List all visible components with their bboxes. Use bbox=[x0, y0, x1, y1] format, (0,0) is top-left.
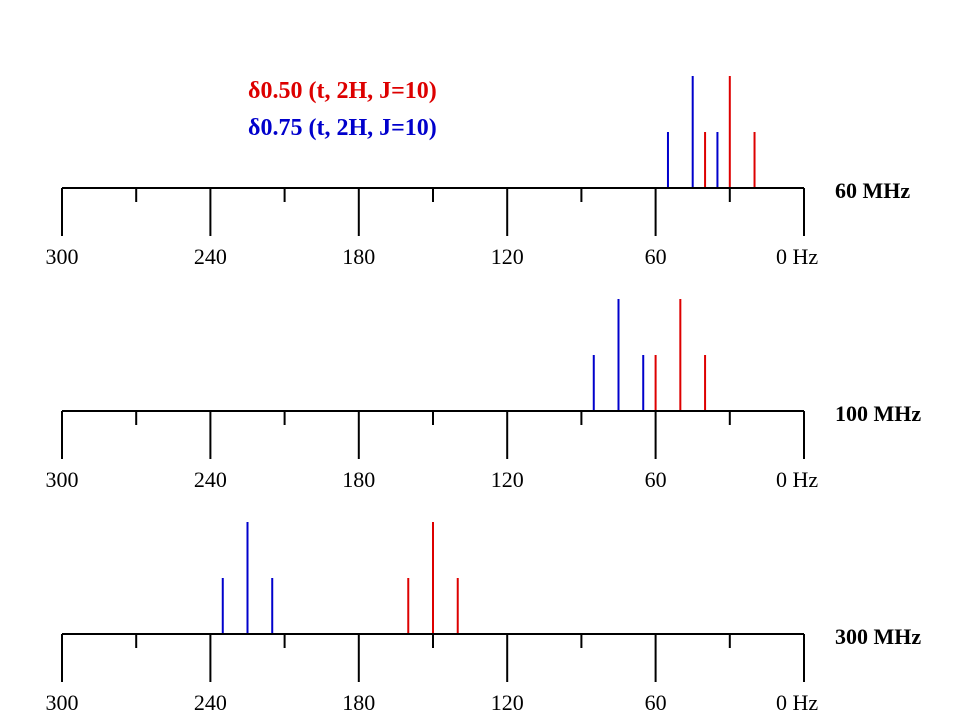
tick-label-4: 60 bbox=[645, 467, 667, 492]
legend-red-delta-symbol: δ bbox=[248, 78, 260, 104]
tick-label-4: 60 bbox=[645, 244, 667, 269]
spectrum-panels: 300 240 180 120 60 0 Hz 60 MHz 300 240 180 120 60 0 … bbox=[46, 76, 921, 715]
tick-label-5: 0 Hz bbox=[776, 467, 818, 492]
tick-label-1: 240 bbox=[194, 244, 227, 269]
tick-label-2: 180 bbox=[342, 690, 375, 715]
legend-blue-text: 0.75 (t, 2H, J=10) bbox=[260, 115, 436, 141]
tick-label-3: 120 bbox=[491, 690, 524, 715]
spectrum-panel-2: 300 240 180 120 60 0 Hz 100 MHz bbox=[46, 299, 921, 492]
field-strength-label: 100 MHz bbox=[835, 401, 921, 426]
legend-entry-blue: δ0.75 (t, 2H, J=10) bbox=[248, 115, 437, 141]
tick-label-2: 180 bbox=[342, 244, 375, 269]
tick-label-1: 240 bbox=[194, 467, 227, 492]
tick-label-1: 240 bbox=[194, 690, 227, 715]
tick-label-2: 180 bbox=[342, 467, 375, 492]
spectrum-panel-1: 300 240 180 120 60 0 Hz 60 MHz bbox=[46, 76, 910, 269]
field-strength-label: 300 MHz bbox=[835, 624, 921, 649]
tick-label-0: 300 bbox=[46, 467, 79, 492]
field-strength-label: 60 MHz bbox=[835, 178, 910, 203]
legend-entry-red: δ0.50 (t, 2H, J=10) bbox=[248, 78, 437, 104]
legend-blue-delta-symbol: δ bbox=[248, 115, 260, 141]
tick-label-3: 120 bbox=[491, 244, 524, 269]
tick-label-5: 0 Hz bbox=[776, 244, 818, 269]
tick-label-5: 0 Hz bbox=[776, 690, 818, 715]
tick-label-0: 300 bbox=[46, 244, 79, 269]
tick-label-3: 120 bbox=[491, 467, 524, 492]
tick-label-0: 300 bbox=[46, 690, 79, 715]
spectrum-panel-3: 300 240 180 120 60 0 Hz 300 MHz bbox=[46, 522, 921, 715]
tick-label-4: 60 bbox=[645, 690, 667, 715]
legend-red-text: 0.50 (t, 2H, J=10) bbox=[260, 78, 436, 104]
legend: δ0.50 (t, 2H, J=10) δ0.75 (t, 2H, J=10) bbox=[248, 78, 437, 141]
